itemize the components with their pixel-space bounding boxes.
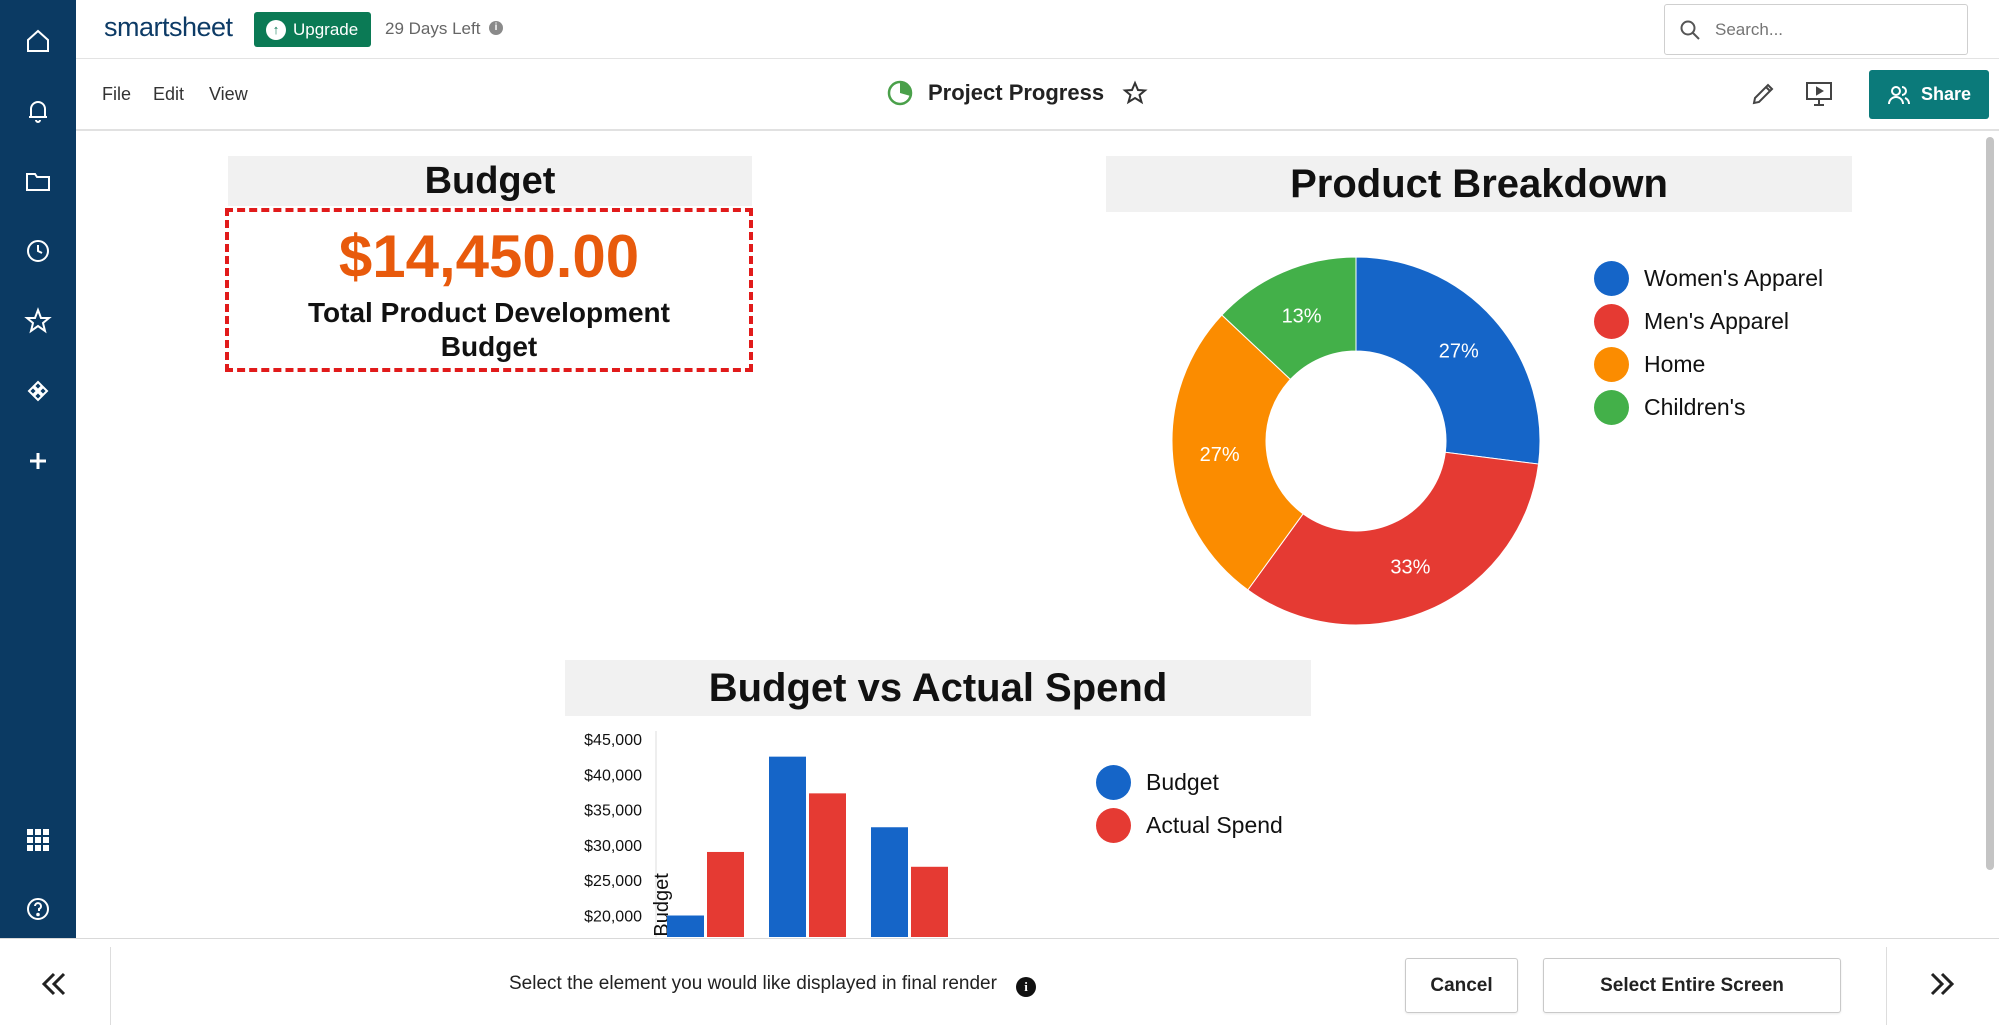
menu-edit[interactable]: Edit bbox=[153, 84, 185, 104]
search-input[interactable] bbox=[1713, 18, 1947, 41]
donut-slice[interactable] bbox=[1171, 314, 1304, 591]
legend-swatch bbox=[1096, 808, 1131, 843]
legend-swatch bbox=[1594, 261, 1629, 296]
y-tick-label: $30,000 bbox=[584, 838, 642, 855]
bar-actual-spend[interactable] bbox=[707, 851, 744, 937]
legend-item: Children's bbox=[1594, 390, 1746, 425]
smartsheet-logo[interactable]: smartsheet bbox=[104, 12, 233, 42]
bar-actual-spend[interactable] bbox=[809, 793, 846, 937]
apps-grid-icon[interactable] bbox=[18, 820, 58, 860]
y-tick-label: $35,000 bbox=[584, 803, 642, 820]
bar-actual-spend[interactable] bbox=[911, 866, 948, 937]
dashboard-icon bbox=[887, 80, 913, 106]
upgrade-label: Upgrade bbox=[293, 19, 359, 39]
star-icon[interactable] bbox=[18, 301, 58, 341]
product-breakdown-title[interactable]: Product Breakdown bbox=[1106, 156, 1852, 212]
donut-slice[interactable] bbox=[1247, 451, 1540, 626]
legend-swatch bbox=[1594, 390, 1629, 425]
selection-instruction: Select the element you would like displa… bbox=[509, 973, 997, 994]
donut-slice-label: 13% bbox=[1282, 305, 1322, 327]
menu-file[interactable]: File bbox=[102, 84, 132, 104]
dashboard-canvas: Budget $14,450.00 Total Product Developm… bbox=[76, 131, 1982, 937]
donut-slice-label: 27% bbox=[1200, 444, 1240, 466]
folder-icon[interactable] bbox=[18, 161, 58, 201]
bar-budget[interactable] bbox=[667, 915, 704, 938]
favorite-star-icon[interactable] bbox=[1122, 80, 1148, 106]
donut-slice[interactable] bbox=[1221, 256, 1357, 381]
info-icon[interactable]: i bbox=[489, 21, 503, 35]
help-icon[interactable] bbox=[18, 889, 58, 929]
info-icon[interactable]: i bbox=[1016, 977, 1036, 997]
vertical-scrollbar[interactable] bbox=[1986, 137, 1994, 870]
budget-widget-title[interactable]: Budget bbox=[228, 156, 752, 206]
legend-label: Actual Spend bbox=[1146, 812, 1283, 838]
budget-vs-actual-bar-chart[interactable]: $20,000 $25,000 $30,000 $35,000 $40,000 $45,0… bbox=[556, 731, 1116, 937]
select-entire-screen-button[interactable]: Select Entire Screen bbox=[1543, 958, 1841, 1013]
divider bbox=[110, 947, 111, 1025]
bar-budget[interactable] bbox=[871, 827, 908, 937]
legend-label: Men's Apparel bbox=[1644, 308, 1790, 334]
legend-swatch bbox=[1594, 304, 1629, 339]
bar-budget[interactable] bbox=[769, 756, 806, 937]
y-tick-label: $45,000 bbox=[584, 732, 642, 749]
dashboard-toolbar: File Edit View Project Progress Share bbox=[76, 59, 1999, 131]
legend-label: Budget bbox=[1146, 769, 1219, 795]
legend-item: Women's Apparel bbox=[1594, 261, 1823, 296]
upgrade-arrow-icon: ↑ bbox=[266, 19, 286, 40]
y-tick-label: $40,000 bbox=[584, 767, 642, 784]
top-bar: smartsheet ↑ Upgrade 29 Days Left i bbox=[76, 0, 1999, 59]
legend-label: Women's Apparel bbox=[1644, 265, 1824, 291]
divider bbox=[1886, 947, 1887, 1025]
legend-swatch bbox=[1096, 765, 1131, 800]
budget-vs-actual-title[interactable]: Budget vs Actual Spend bbox=[565, 660, 1311, 716]
legend-item: Home bbox=[1594, 347, 1705, 382]
clock-icon[interactable] bbox=[18, 231, 58, 271]
legend-label: Home bbox=[1644, 351, 1706, 377]
legend-swatch bbox=[1594, 347, 1629, 382]
bell-icon[interactable] bbox=[18, 91, 58, 131]
product-breakdown-donut-chart[interactable]: 27% 33% 27% 13% bbox=[1156, 241, 1556, 641]
budget-metric-widget-selected[interactable]: $14,450.00 Total Product Development Bud… bbox=[225, 208, 753, 372]
donut-slice[interactable] bbox=[1355, 256, 1541, 465]
budget-amount: $14,450.00 bbox=[338, 223, 640, 290]
donut-slice-label: 33% bbox=[1390, 557, 1430, 579]
edit-pencil-icon[interactable] bbox=[1748, 79, 1778, 109]
expand-right-chevrons-icon[interactable] bbox=[1918, 964, 1968, 1004]
cancel-button[interactable]: Cancel bbox=[1405, 958, 1518, 1013]
donut-slice-label: 27% bbox=[1439, 340, 1479, 362]
share-button[interactable]: Share bbox=[1869, 70, 1989, 119]
solutions-icon[interactable] bbox=[18, 371, 58, 411]
trial-days-left: 29 Days Left bbox=[385, 19, 481, 38]
upgrade-button[interactable]: ↑ Upgrade bbox=[254, 12, 372, 47]
search-icon bbox=[1680, 20, 1700, 40]
left-nav-rail bbox=[0, 0, 76, 938]
share-label: Share bbox=[1920, 84, 1972, 104]
dashboard-title-area: Project Progress bbox=[886, 79, 1148, 107]
y-tick-label: $25,000 bbox=[584, 873, 642, 890]
y-tick-label: $20,000 bbox=[584, 909, 642, 926]
dashboard-title: Project Progress bbox=[928, 80, 1105, 105]
legend-label: Children's bbox=[1644, 394, 1746, 420]
people-icon bbox=[1887, 85, 1910, 104]
collapse-left-chevrons-icon[interactable] bbox=[28, 964, 78, 1004]
menu-view[interactable]: View bbox=[209, 84, 248, 104]
budget-caption: Total Product Development Budget bbox=[308, 297, 670, 362]
home-icon[interactable] bbox=[18, 21, 58, 61]
presentation-icon[interactable] bbox=[1803, 79, 1835, 109]
plus-icon[interactable] bbox=[18, 441, 58, 481]
search-box[interactable] bbox=[1664, 4, 1968, 55]
legend-item: Budget bbox=[1096, 765, 1219, 800]
selection-bottom-bar: Select the element you would like displa… bbox=[0, 938, 1999, 1029]
legend-item: Men's Apparel bbox=[1594, 304, 1789, 339]
legend-item: Actual Spend bbox=[1096, 808, 1283, 843]
